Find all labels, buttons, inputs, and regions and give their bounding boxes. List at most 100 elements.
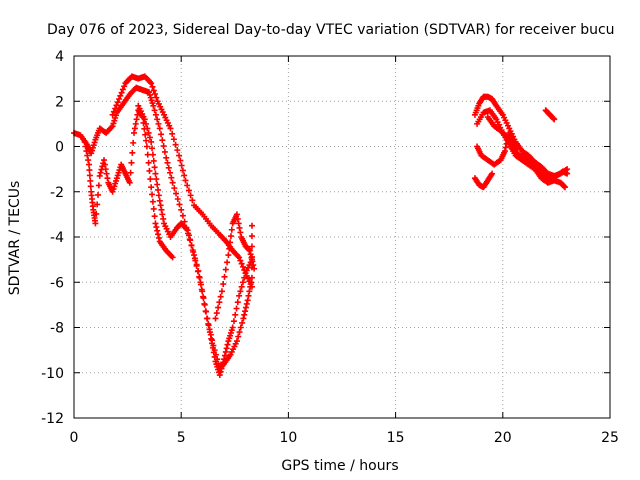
y-tick-label: 2 [55, 94, 64, 110]
data-point [242, 304, 249, 311]
data-point [164, 159, 171, 166]
y-tick-label: -12 [41, 411, 64, 427]
x-tick-label: 0 [70, 430, 79, 446]
data-point [227, 233, 234, 240]
data-point [244, 297, 251, 304]
data-point [218, 288, 225, 295]
data-point [155, 186, 162, 193]
data-point [145, 159, 152, 166]
data-point [145, 129, 152, 136]
data-point [234, 299, 241, 306]
data-point [81, 138, 88, 145]
series-arc-c [109, 73, 255, 290]
data-point [236, 329, 243, 336]
data-point [222, 348, 229, 355]
data-point [171, 185, 178, 192]
data-point [82, 143, 89, 150]
data-point [86, 161, 93, 168]
data-point [133, 116, 140, 123]
data-point [502, 144, 509, 151]
data-point [154, 181, 161, 188]
data-point [83, 148, 90, 155]
data-point [207, 331, 214, 338]
data-point [104, 175, 111, 182]
data-point [247, 251, 254, 258]
data-point [227, 239, 234, 246]
data-point [233, 305, 240, 312]
data-point [154, 227, 161, 234]
data-point [160, 215, 167, 222]
data-point [224, 341, 231, 348]
data-point [201, 300, 208, 307]
data-point [177, 157, 184, 164]
data-point [94, 201, 101, 208]
data-point [501, 148, 508, 155]
series-arc-b [81, 107, 176, 261]
data-point [156, 125, 163, 132]
data-point [160, 143, 167, 150]
y-tick-label: 4 [55, 49, 64, 65]
data-point [97, 169, 104, 176]
data-point [561, 184, 568, 191]
data-point [141, 116, 148, 123]
data-point [210, 342, 217, 349]
data-point [196, 273, 203, 280]
data-point [187, 237, 194, 244]
data-point [215, 360, 222, 367]
data-point [169, 254, 176, 261]
data-point [147, 176, 154, 183]
data-point [214, 356, 221, 363]
data-point [241, 311, 248, 318]
data-point [148, 80, 155, 87]
data-point [188, 242, 195, 249]
data-point [211, 347, 218, 354]
data-point [159, 137, 166, 144]
data-point [128, 159, 135, 166]
series-arc-k [542, 107, 558, 123]
data-point [236, 292, 243, 299]
data-point [239, 263, 246, 270]
data-point [248, 233, 255, 240]
data-point [142, 131, 149, 138]
data-point [237, 229, 244, 236]
data-point [131, 129, 138, 136]
data-point [181, 172, 188, 179]
y-axis-title: SDTVAR / TECUs [7, 181, 23, 296]
chart-title: Day 076 of 2023, Sidereal Day-to-day VTE… [47, 22, 615, 38]
data-point [101, 161, 108, 168]
data-point [202, 308, 209, 315]
data-point [153, 176, 160, 183]
data-point [168, 174, 175, 181]
data-point [103, 170, 110, 177]
data-point [246, 247, 253, 254]
data-point [152, 170, 159, 177]
data-point [245, 292, 252, 299]
y-tick-label: -10 [41, 366, 64, 382]
data-point [213, 310, 220, 317]
data-point [250, 262, 257, 269]
data-point [148, 184, 155, 191]
data-point [249, 258, 256, 265]
data-point [176, 201, 183, 208]
data-point [179, 212, 186, 219]
data-point [129, 149, 136, 156]
data-point [212, 315, 219, 322]
data-point [197, 279, 204, 286]
data-point [155, 231, 162, 238]
data-point [92, 220, 99, 227]
data-point [191, 252, 198, 259]
y-tick-label: -6 [50, 275, 64, 291]
x-tick-label: 25 [601, 430, 619, 446]
data-point [114, 99, 121, 106]
series-arc-j [471, 170, 496, 191]
data-point [169, 179, 176, 186]
data-point [238, 283, 245, 290]
series-arc-l [508, 143, 571, 182]
data-point [109, 111, 116, 118]
y-tick-label: -8 [50, 321, 64, 337]
data-point [185, 232, 192, 239]
data-point [178, 206, 185, 213]
data-point [143, 143, 150, 150]
